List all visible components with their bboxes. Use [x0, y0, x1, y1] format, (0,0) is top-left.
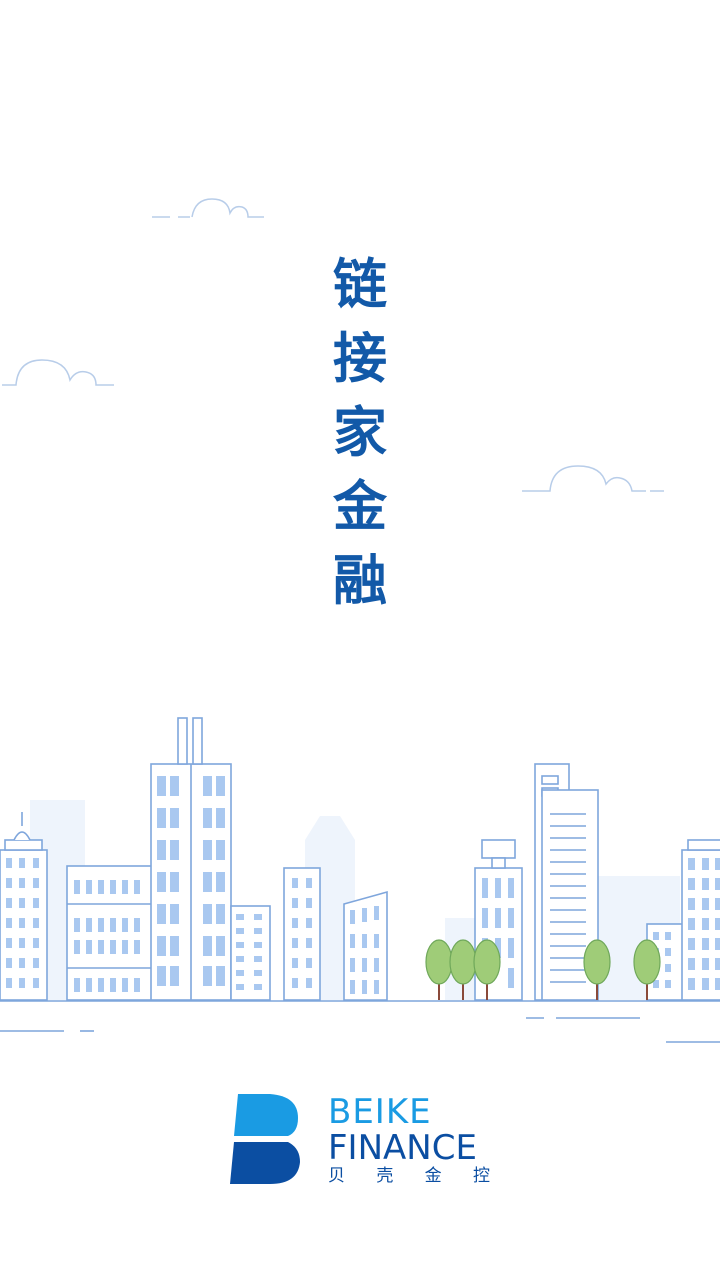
brand-wordmark: BEIKE FINANCE 贝 壳 金 控: [328, 1094, 508, 1186]
brand-name-chinese: 贝 壳 金 控: [328, 1166, 490, 1186]
cloud-icon: [2, 359, 114, 386]
cloud-icon: [522, 465, 664, 492]
brand-cn-char: 金: [424, 1166, 442, 1186]
brand-name-line1: BEIKE: [328, 1092, 432, 1132]
slogan-char: 链: [333, 253, 387, 316]
slogan-char: 融: [333, 549, 387, 612]
brand-name-line2: FINANCE: [328, 1128, 477, 1168]
slogan-char: 接: [333, 327, 387, 390]
brand-cn-char: 控: [472, 1166, 490, 1186]
beike-logo-icon: [230, 1094, 300, 1184]
slogan-char: 家: [333, 401, 387, 464]
city-skyline-illustration: [0, 717, 720, 1043]
brand-cn-char: 壳: [376, 1166, 394, 1186]
slogan: 链 接 家 金 融: [320, 248, 400, 618]
cloud-icon: [152, 198, 264, 218]
brand-cn-char: 贝: [328, 1166, 345, 1186]
slogan-char: 金: [333, 475, 387, 538]
